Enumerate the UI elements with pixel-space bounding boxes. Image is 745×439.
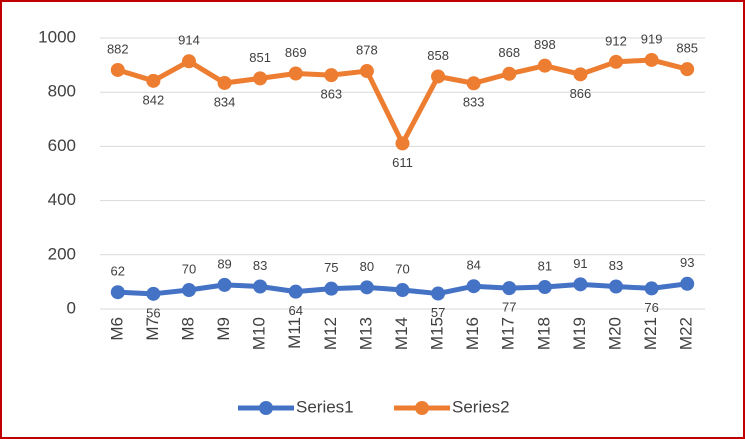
data-label: 80 xyxy=(360,259,374,274)
point xyxy=(217,277,232,292)
x-tick-label: M19 xyxy=(570,317,589,350)
point xyxy=(181,283,196,298)
y-tick-label: 0 xyxy=(67,298,76,317)
point xyxy=(609,54,624,69)
data-label: 57 xyxy=(431,305,445,320)
point xyxy=(502,281,517,296)
point xyxy=(680,276,695,291)
x-tick-label: M13 xyxy=(356,317,375,350)
data-label: 81 xyxy=(538,258,552,273)
x-tick-label: M9 xyxy=(214,317,233,341)
point xyxy=(431,69,446,84)
legend-marker xyxy=(415,401,429,415)
point xyxy=(644,281,659,296)
data-label: 77 xyxy=(502,300,516,315)
data-label: 62 xyxy=(111,264,125,279)
x-tick-label: M15 xyxy=(428,317,447,350)
point xyxy=(181,54,196,69)
data-label: 84 xyxy=(466,258,480,273)
y-tick-label: 600 xyxy=(48,136,76,155)
data-label: 878 xyxy=(356,42,378,57)
data-label: 869 xyxy=(285,45,307,60)
point xyxy=(324,68,339,83)
x-tick-label: M21 xyxy=(641,317,660,350)
data-label: 866 xyxy=(570,86,592,101)
point xyxy=(217,75,232,90)
point xyxy=(359,280,374,295)
legend-label: Series1 xyxy=(296,397,354,416)
point xyxy=(253,71,268,86)
x-tick-label: M6 xyxy=(107,317,126,341)
data-label: 89 xyxy=(217,256,231,271)
data-label: 898 xyxy=(534,37,556,52)
data-label: 83 xyxy=(609,258,623,273)
point xyxy=(359,64,374,79)
point xyxy=(288,66,303,81)
point xyxy=(609,279,624,294)
x-tick-label: M11 xyxy=(285,317,304,349)
data-label: 912 xyxy=(605,33,627,48)
y-tick-label: 200 xyxy=(48,244,76,263)
y-tick-label: 1000 xyxy=(38,27,76,46)
data-label: 64 xyxy=(289,303,303,318)
point xyxy=(537,280,552,295)
point xyxy=(395,136,410,151)
data-label: 76 xyxy=(644,300,658,315)
data-label: 611 xyxy=(392,155,413,170)
data-label: 868 xyxy=(498,45,520,60)
x-tick-label: M17 xyxy=(499,317,518,350)
data-label: 919 xyxy=(641,31,663,46)
data-label: 882 xyxy=(107,41,129,56)
y-tick-label: 800 xyxy=(48,82,76,101)
legend-marker xyxy=(259,401,273,415)
data-label: 863 xyxy=(320,87,342,102)
data-label: 858 xyxy=(427,48,449,63)
x-tick-label: M8 xyxy=(178,317,197,341)
legend-label: Series2 xyxy=(452,397,510,416)
point xyxy=(253,279,268,294)
data-label: 851 xyxy=(249,50,271,65)
x-tick-label: M16 xyxy=(463,317,482,350)
x-tick-label: M18 xyxy=(534,317,553,350)
x-tick-label: M7 xyxy=(143,317,162,341)
point xyxy=(644,52,659,67)
data-label: 834 xyxy=(214,94,236,109)
y-tick-label: 400 xyxy=(48,190,76,209)
point xyxy=(146,73,161,88)
data-label: 833 xyxy=(463,95,485,110)
point xyxy=(110,285,125,300)
data-label: 91 xyxy=(573,256,587,271)
x-tick-label: M22 xyxy=(677,317,696,350)
x-tick-label: M12 xyxy=(321,317,340,350)
point xyxy=(680,62,695,77)
point xyxy=(110,62,125,77)
point xyxy=(395,283,410,298)
data-label: 93 xyxy=(680,255,694,270)
x-tick-label: M10 xyxy=(250,317,269,350)
point xyxy=(431,286,446,301)
point xyxy=(573,277,588,292)
data-label: 885 xyxy=(676,41,698,56)
x-tick-label: M20 xyxy=(606,317,625,350)
data-label: 842 xyxy=(143,92,165,107)
point xyxy=(573,67,588,82)
point xyxy=(537,58,552,73)
data-label: 75 xyxy=(324,260,338,275)
data-label: 70 xyxy=(395,261,409,276)
point xyxy=(288,284,303,299)
point xyxy=(466,76,481,91)
data-label: 83 xyxy=(253,258,267,273)
point xyxy=(502,66,517,81)
point xyxy=(146,286,161,301)
point xyxy=(466,279,481,294)
point xyxy=(324,281,339,296)
data-label: 56 xyxy=(146,305,160,320)
x-tick-label: M14 xyxy=(392,317,411,350)
data-label: 70 xyxy=(182,261,196,276)
data-label: 914 xyxy=(178,33,200,48)
